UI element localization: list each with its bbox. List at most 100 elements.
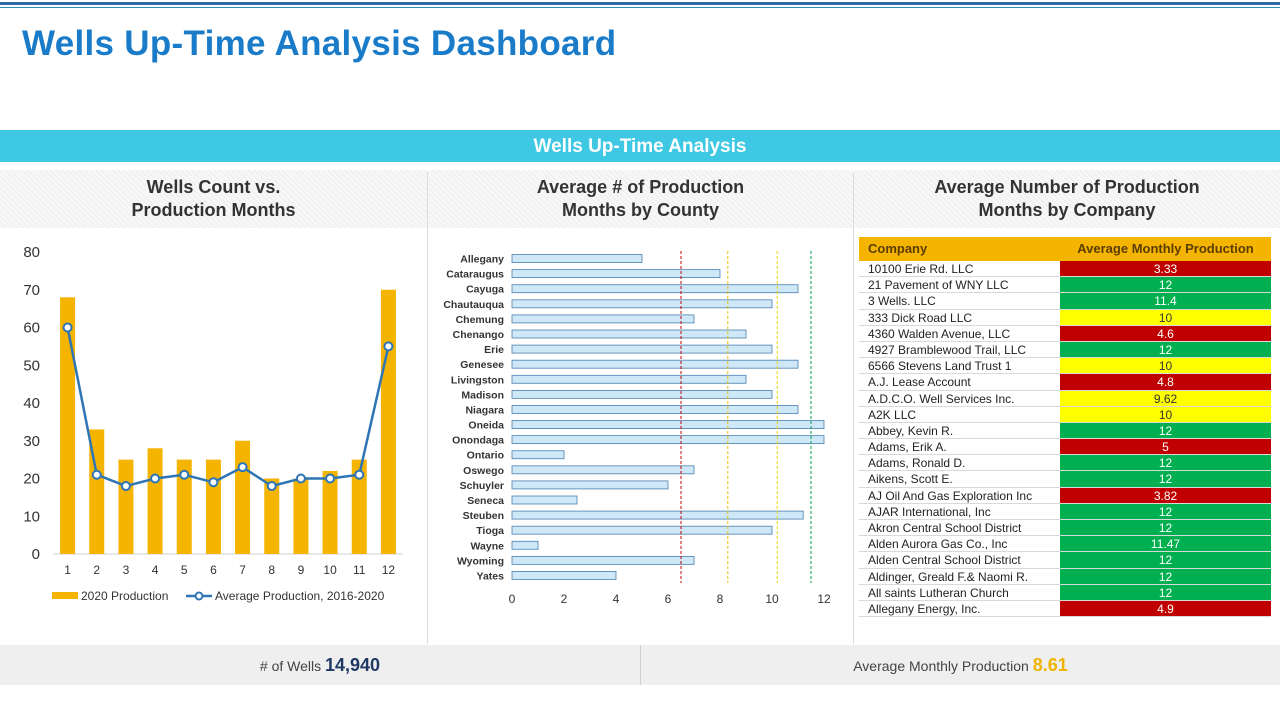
production-value-cell: 4.6 <box>1060 325 1271 341</box>
avg-production-point <box>325 473 336 484</box>
production-value-cell: 4.8 <box>1060 374 1271 390</box>
company-name-cell: AJAR International, Inc <box>868 504 991 519</box>
table-row: AJAR International, Inc 12 <box>859 503 1271 520</box>
table-row: 333 Dick Road LLC 10 <box>859 309 1271 326</box>
county-label: Oswego <box>463 465 504 477</box>
panel-divider-1 <box>427 172 428 644</box>
county-label: Allegany <box>460 254 504 266</box>
legend-bar-label: 2020 Production <box>81 589 168 603</box>
bar-2020-production <box>235 440 251 554</box>
production-value-cell: 10 <box>1060 358 1271 374</box>
company-name-cell: 4360 Walden Avenue, LLC <box>868 326 1011 341</box>
legend-line-marker <box>194 591 204 601</box>
table-row: 4360 Walden Avenue, LLC 4.6 <box>859 325 1271 342</box>
company-name-cell: Adams, Erik A. <box>868 440 947 455</box>
avg-production-label: Average Monthly Production <box>853 658 1029 674</box>
avg-production-point <box>62 322 73 333</box>
production-value-cell: 12 <box>1060 471 1271 487</box>
left-title-line2: Production Months <box>131 200 296 220</box>
legend-line-label: Average Production, 2016-2020 <box>215 589 385 603</box>
y-tick-label: 80 <box>23 244 40 261</box>
x-tick-label: 7 <box>239 563 246 577</box>
top-rule-thin <box>0 7 1280 8</box>
production-value-cell: 12 <box>1060 277 1271 293</box>
county-label: Tioga <box>476 525 504 537</box>
company-name-cell: 3 Wells. LLC <box>868 294 936 309</box>
table-row: Adams, Erik A. 5 <box>859 439 1271 456</box>
table-row: A.D.C.O. Well Services Inc. 9.62 <box>859 390 1271 407</box>
county-bar <box>511 374 747 384</box>
county-bar <box>511 480 669 490</box>
county-bar <box>511 344 773 354</box>
county-bar <box>511 510 804 520</box>
avg-production-point <box>237 462 248 473</box>
table-row: 21 Pavement of WNY LLC 12 <box>859 277 1271 294</box>
bar-2020-production <box>60 297 76 554</box>
company-name-cell: 6566 Stevens Land Trust 1 <box>868 359 1012 374</box>
x-tick-label: 4 <box>152 563 159 577</box>
wells-value: 14,940 <box>325 655 381 675</box>
x-tick-label: 8 <box>717 592 724 606</box>
x-tick-label: 3 <box>123 563 130 577</box>
county-label: Niagara <box>465 404 504 416</box>
x-tick-label: 4 <box>613 592 620 606</box>
production-value-cell: 12 <box>1060 584 1271 600</box>
mid-panel-title: Average # of Production Months by County <box>428 170 853 228</box>
company-name-cell: Alden Aurora Gas Co., Inc <box>868 537 1008 552</box>
table-row: 3 Wells. LLC 11.4 <box>859 293 1271 310</box>
production-value-cell: 3.82 <box>1060 487 1271 503</box>
bar-2020-production <box>205 459 221 554</box>
production-value-cell: 11.4 <box>1060 293 1271 309</box>
county-bar <box>511 525 773 535</box>
company-name-cell: A.D.C.O. Well Services Inc. <box>868 391 1015 406</box>
mid-title-line2: Months by County <box>562 200 719 220</box>
avg-production-point <box>120 481 131 492</box>
county-label: Yates <box>477 570 505 582</box>
wells-summary: # of Wells 14,940 <box>0 645 640 685</box>
x-tick-label: 6 <box>665 592 672 606</box>
top-rule <box>0 2 1280 5</box>
company-name-cell: Adams, Ronald D. <box>868 456 966 471</box>
company-name-cell: AJ Oil And Gas Exploration Inc <box>868 488 1033 503</box>
county-bar <box>511 435 825 445</box>
summary-footer: # of Wells 14,940 Average Monthly Produc… <box>0 645 1280 685</box>
county-bar <box>511 450 565 460</box>
production-value-cell: 11.47 <box>1060 536 1271 552</box>
table-body: 10100 Erie Rd. LLC 3.33 21 Pavement of WNY… <box>859 261 1271 618</box>
county-production-chart: Allegany Cataraugus Cayuga Chautauqua Chemun… <box>443 251 831 606</box>
company-name-cell: 4927 Bramblewood Trail, LLC <box>868 342 1027 357</box>
avg-production-line <box>66 327 390 488</box>
table-row: A.J. Lease Account 4.8 <box>859 374 1271 391</box>
production-value-cell: 12 <box>1060 503 1271 519</box>
header-company: Company <box>868 241 928 256</box>
county-bar <box>511 420 825 429</box>
avg-production-point <box>295 473 306 484</box>
x-tick-label: 10 <box>323 563 337 577</box>
production-value-cell: 12 <box>1060 455 1271 471</box>
table-row: Allegany Energy, Inc. 4.9 <box>859 600 1271 618</box>
table-row: 4927 Bramblewood Trail, LLC 12 <box>859 341 1271 359</box>
county-label: Erie <box>484 344 504 356</box>
y-tick-label: 0 <box>32 546 40 563</box>
x-tick-label: 2 <box>93 563 100 577</box>
production-value-cell: 10 <box>1060 406 1271 422</box>
page-title: Wells Up-Time Analysis Dashboard <box>22 24 617 63</box>
county-bar <box>511 495 578 505</box>
avg-production-point <box>179 469 190 480</box>
company-name-cell: Aikens, Scott E. <box>868 472 953 487</box>
bar-2020-production <box>118 459 134 554</box>
company-name-cell: All saints Lutheran Church <box>868 585 1009 600</box>
table-row: Abbey, Kevin R. 12 <box>859 422 1271 440</box>
county-label: Oneida <box>468 420 504 432</box>
x-tick-label: 10 <box>765 592 779 606</box>
county-bar <box>511 555 695 565</box>
bar-2020-production <box>264 478 280 554</box>
company-table: Company Average Monthly Production 10100… <box>859 237 1271 618</box>
right-title-line1: Average Number of Production <box>934 177 1200 197</box>
table-row: 6566 Stevens Land Trust 1 10 <box>859 358 1271 375</box>
y-tick-label: 10 <box>23 508 40 525</box>
x-tick-label: 12 <box>817 592 831 606</box>
bar-2020-production <box>176 459 192 554</box>
county-bar <box>511 299 773 309</box>
